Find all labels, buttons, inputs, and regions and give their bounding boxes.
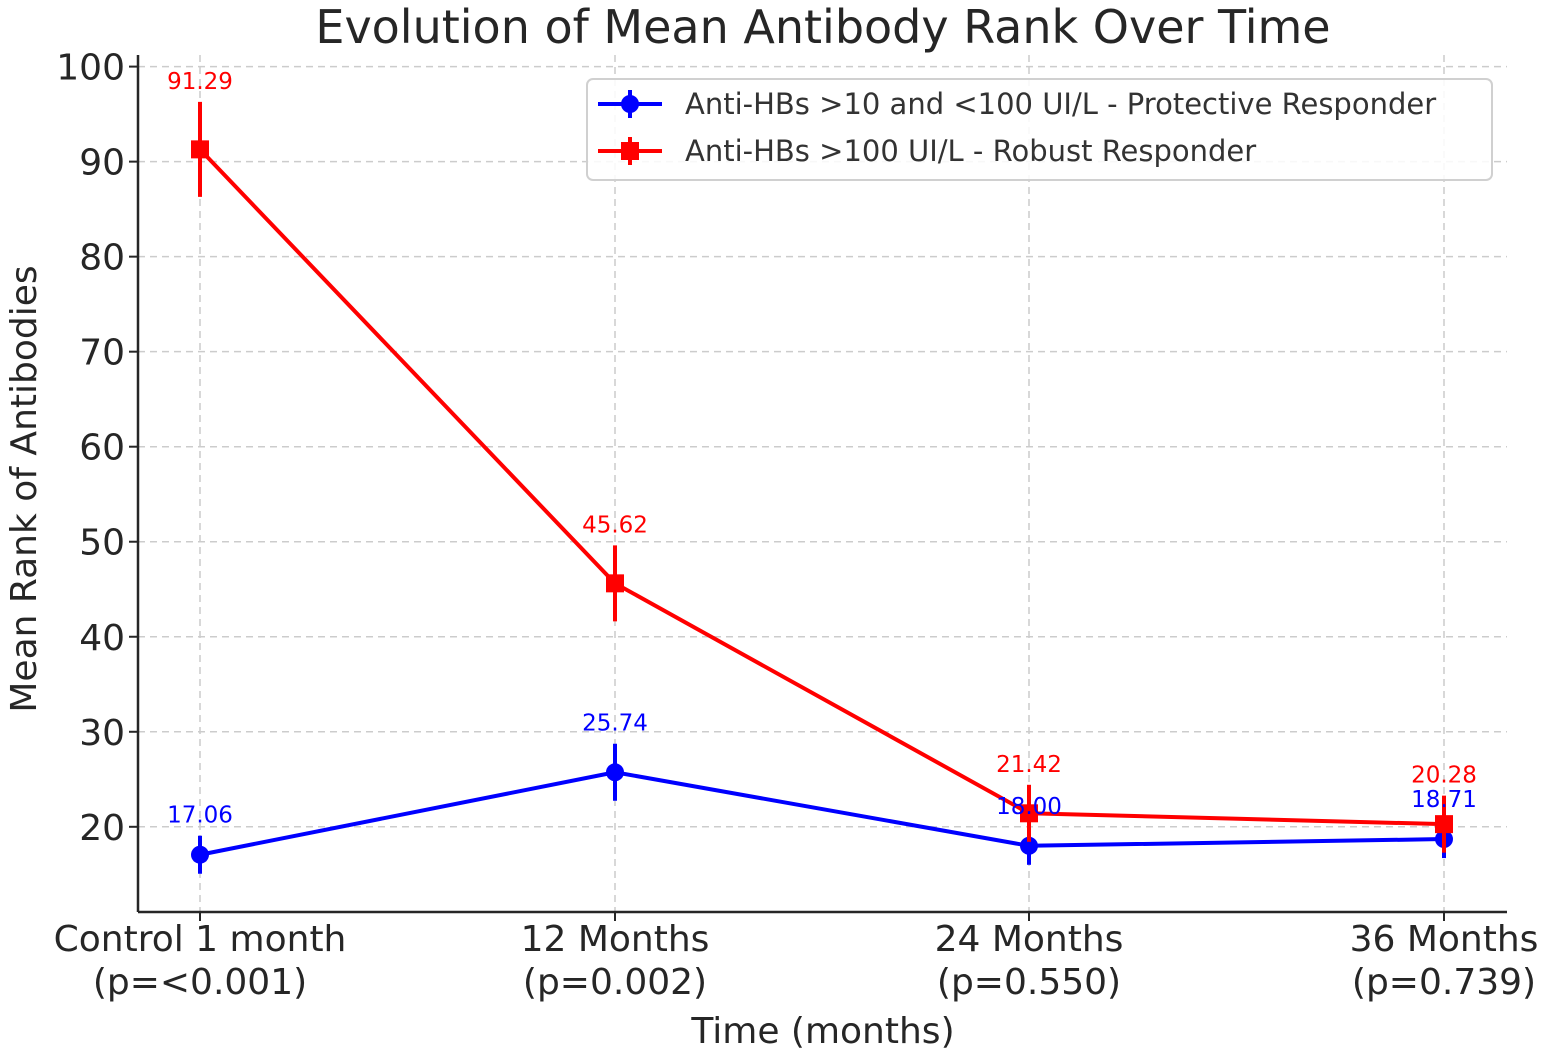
data-point bbox=[191, 140, 209, 159]
data-label: 18.00 bbox=[996, 794, 1062, 820]
axes bbox=[136, 55, 1507, 914]
x-tick-label: (p=0.002) bbox=[523, 962, 707, 1003]
data-label: 25.74 bbox=[582, 711, 648, 737]
y-axis-label: Mean Rank of Antibodies bbox=[4, 265, 45, 712]
series-line bbox=[198, 147, 1445, 827]
data-point bbox=[1435, 815, 1453, 834]
x-tick-label: (p=0.739) bbox=[1352, 962, 1536, 1003]
data-labels: 17.06 25.74 18.00 18.71 91.29 45.62 21.42 20.28 bbox=[167, 69, 1477, 829]
x-tick-label: (p=<0.001) bbox=[93, 962, 307, 1003]
data-point bbox=[606, 763, 624, 782]
x-tick-label: (p=0.550) bbox=[937, 962, 1121, 1003]
series-line bbox=[199, 770, 1445, 857]
y-tick-label: 100 bbox=[56, 48, 125, 89]
series-layer bbox=[191, 101, 1453, 874]
x-tick-label: 24 Months bbox=[935, 919, 1124, 960]
data-label: 18.71 bbox=[1411, 787, 1477, 813]
y-tick-label: 90 bbox=[79, 143, 125, 184]
y-tick-label: 20 bbox=[79, 808, 125, 849]
x-tick-label: 12 Months bbox=[521, 919, 710, 960]
legend-box bbox=[586, 78, 1493, 181]
y-tick-label: 30 bbox=[79, 713, 125, 754]
y-tick-label: 40 bbox=[79, 618, 125, 659]
data-label: 17.06 bbox=[167, 803, 233, 829]
data-label: 45.62 bbox=[582, 512, 648, 538]
legend-label: Anti-HBs >100 UI/L - Robust Responder bbox=[685, 134, 1256, 168]
data-point bbox=[191, 845, 209, 864]
data-point bbox=[1020, 804, 1038, 823]
data-label: 91.29 bbox=[167, 69, 233, 95]
data-point bbox=[1020, 836, 1038, 855]
data-label: 20.28 bbox=[1411, 763, 1477, 789]
y-tick-label: 50 bbox=[79, 523, 125, 564]
x-tick-label: 36 Months bbox=[1350, 919, 1539, 960]
chart-title: Evolution of Mean Antibody Rank Over Tim… bbox=[315, 0, 1330, 54]
x-tick-label: Control 1 month bbox=[54, 919, 347, 960]
data-label: 21.42 bbox=[996, 752, 1062, 778]
legend-label: Anti-HBs >10 and <100 UI/L - Protective … bbox=[685, 87, 1436, 121]
ticks: 20 30 40 50 60 70 80 90 100 Control 1 month(p=<0.… bbox=[54, 48, 1539, 1003]
data-point bbox=[606, 574, 624, 593]
x-axis-label: Time (months) bbox=[690, 1011, 954, 1052]
y-tick-label: 60 bbox=[79, 428, 125, 469]
legend-marker bbox=[621, 95, 639, 113]
legend: Anti-HBs >10 and <100 UI/L - Protective … bbox=[586, 78, 1493, 181]
y-tick-label: 80 bbox=[79, 238, 125, 279]
grid bbox=[138, 55, 1507, 912]
y-tick-label: 70 bbox=[79, 333, 125, 374]
legend-marker bbox=[621, 142, 639, 160]
